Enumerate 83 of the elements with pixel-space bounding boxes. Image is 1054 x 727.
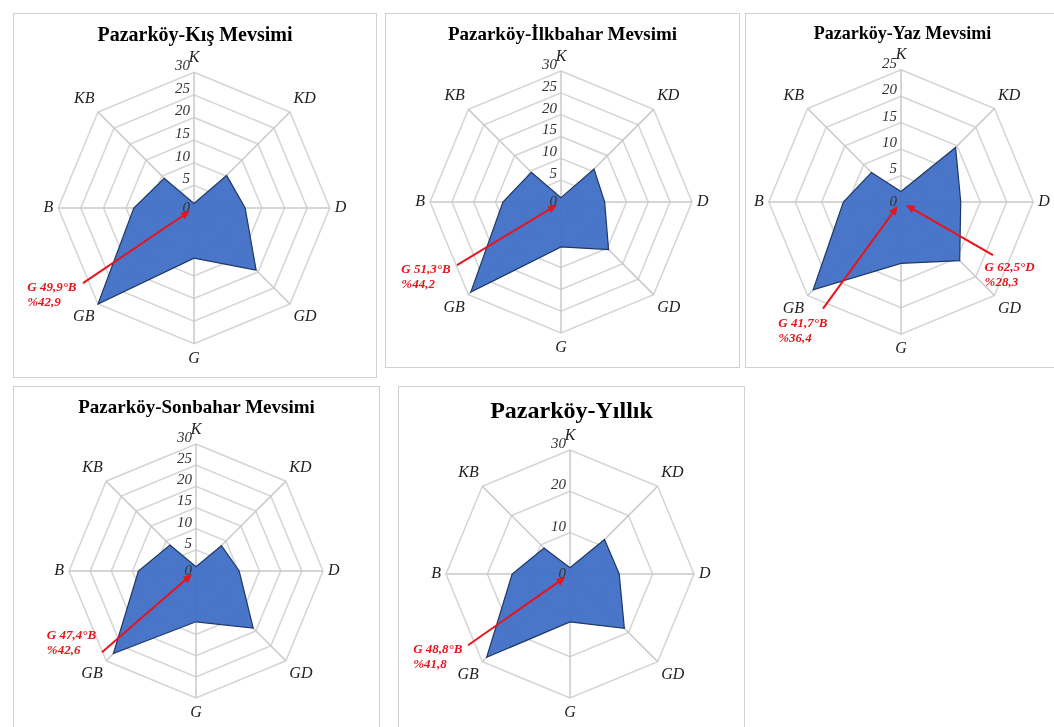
y-tick-label: 25 xyxy=(177,450,193,467)
spoke-label: KD xyxy=(656,86,680,104)
y-tick-label: 10 xyxy=(177,513,193,530)
y-tick-label: 5 xyxy=(889,160,898,177)
spoke-label: KB xyxy=(81,458,103,476)
y-tick-label: 20 xyxy=(177,471,193,488)
spoke-label: KB xyxy=(443,86,466,104)
y-tick-label: 15 xyxy=(177,492,193,509)
spoke-label: B xyxy=(431,564,442,582)
y-tick-label: 30 xyxy=(541,55,558,72)
spoke-label: GD xyxy=(293,307,318,325)
y-tick-label: 10 xyxy=(882,134,898,151)
y-tick-label: 0 xyxy=(182,198,191,215)
text: %42,9 xyxy=(27,294,62,310)
chart-title: Pazarköy-İlkbahar Mevsimi xyxy=(447,23,678,45)
spoke-label: GB xyxy=(782,298,805,316)
y-tick-label: 20 xyxy=(551,476,567,493)
spoke-label: KD xyxy=(288,458,313,476)
y-tick-label: 15 xyxy=(882,107,898,124)
y-tick-label: 20 xyxy=(175,102,191,119)
spoke-label: B xyxy=(54,561,65,579)
y-tick-label: 30 xyxy=(550,434,567,451)
spoke-label: KB xyxy=(457,463,479,481)
spoke-label: KB xyxy=(72,89,95,107)
y-tick-label: 30 xyxy=(176,428,193,445)
spoke-label: KD xyxy=(997,85,1021,103)
spoke-label: KB xyxy=(782,85,805,103)
spoke-label: D xyxy=(1037,192,1051,210)
y-tick-label: 10 xyxy=(175,147,191,164)
y-tick-label: 10 xyxy=(551,517,567,534)
text: G 41,7°B xyxy=(778,314,828,330)
spoke-label: GB xyxy=(73,307,95,325)
spoke-label: KD xyxy=(292,89,317,107)
text: G 49,9°B xyxy=(27,279,77,295)
spoke-label: KD xyxy=(660,463,684,481)
spoke-label: B xyxy=(43,198,54,216)
spoke-label: GB xyxy=(443,297,466,315)
chart-title: Pazarköy-Yıllık xyxy=(490,396,654,423)
text: %42,6 xyxy=(46,641,82,657)
spoke-label: G xyxy=(895,339,908,356)
spoke-label: GD xyxy=(289,664,313,682)
spoke-label: GD xyxy=(998,298,1022,316)
y-tick-label: 0 xyxy=(889,192,898,209)
spoke-label: GD xyxy=(661,665,685,683)
text: G 62,5°D xyxy=(984,258,1035,274)
y-tick-label: 15 xyxy=(175,125,191,142)
y-tick-label: 25 xyxy=(882,54,898,71)
text: %28,3 xyxy=(984,273,1020,289)
spoke-label: D xyxy=(327,561,340,579)
spoke-label: G xyxy=(555,337,568,355)
y-tick-label: 30 xyxy=(174,57,191,74)
y-tick-label: 5 xyxy=(549,165,558,182)
text: %41,8 xyxy=(413,656,447,672)
y-tick-label: 0 xyxy=(184,561,193,578)
spoke-label: D xyxy=(333,198,347,216)
y-tick-label: 20 xyxy=(882,81,898,98)
text: G 48,8°B xyxy=(413,641,463,657)
y-tick-label: 0 xyxy=(558,564,567,581)
y-tick-label: 0 xyxy=(549,192,558,209)
chart-title: Pazarköy-Kış Mevsimi xyxy=(97,23,293,47)
y-tick-label: 5 xyxy=(184,534,193,551)
text: %44,2 xyxy=(401,275,436,291)
spoke-label: B xyxy=(754,192,765,210)
text: G 51,3°B xyxy=(401,260,451,276)
spoke-label: GD xyxy=(657,297,681,315)
y-tick-label: 25 xyxy=(542,77,558,94)
y-tick-label: 15 xyxy=(542,121,558,138)
spoke-label: G xyxy=(190,702,203,720)
spoke-label: D xyxy=(698,564,711,582)
y-tick-label: 10 xyxy=(542,143,558,160)
spoke-label: D xyxy=(696,192,709,210)
y-tick-label: 25 xyxy=(175,79,191,96)
text: %36,4 xyxy=(778,329,813,345)
chart-title: Pazarköy-Yaz Mevsimi xyxy=(813,23,992,44)
text: G 47,4°B xyxy=(46,626,97,642)
chart-title: Pazarköy-Sonbahar Mevsimi xyxy=(78,396,315,418)
spoke-label: B xyxy=(415,192,426,210)
spoke-label: G xyxy=(188,348,201,366)
y-tick-label: 20 xyxy=(542,99,558,116)
y-tick-label: 5 xyxy=(182,170,191,187)
spoke-label: G xyxy=(564,702,577,720)
spoke-label: GB xyxy=(81,664,103,682)
spoke-label: GB xyxy=(457,665,480,683)
